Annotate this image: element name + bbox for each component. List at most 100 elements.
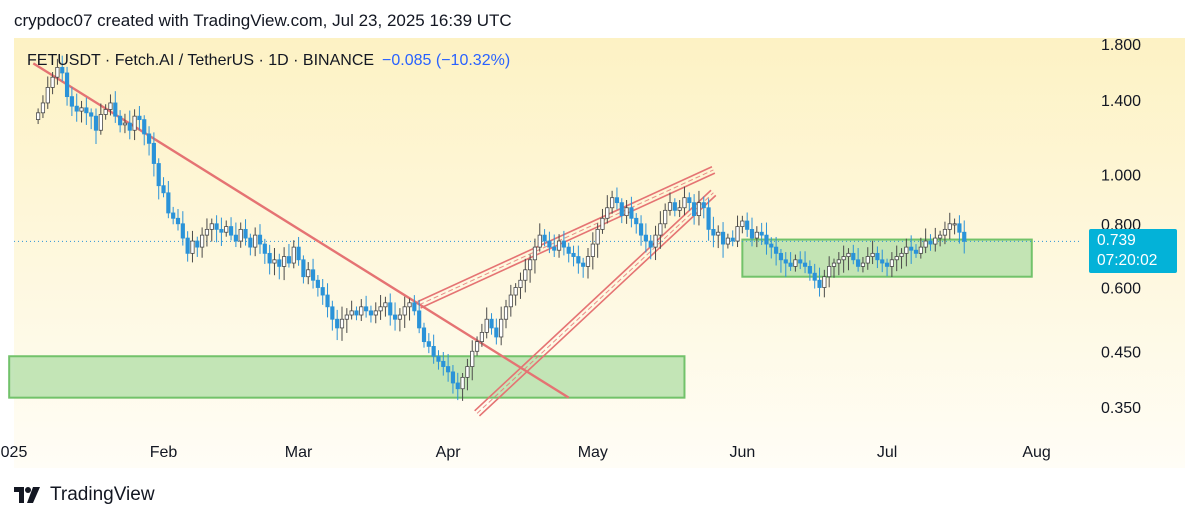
candle-body (807, 266, 812, 274)
candle-body (257, 234, 263, 245)
candle-body (629, 207, 634, 219)
candle-body (682, 197, 687, 209)
candle-body (532, 246, 538, 261)
candle (831, 258, 837, 278)
candle-body (870, 252, 875, 257)
candle (547, 231, 552, 254)
candle (436, 350, 441, 370)
candle-body (200, 234, 205, 248)
symbol-info: FETUSDT · Fetch.AI / TetherUS · 1D · BIN… (27, 52, 375, 69)
candle (725, 233, 730, 249)
candle (716, 225, 721, 249)
chart-caption: crypdoc07 created with TradingView.com, … (14, 11, 512, 30)
candle-body (209, 223, 214, 230)
candle-body (248, 237, 253, 248)
candle-body (214, 223, 219, 230)
candle (518, 272, 523, 299)
candle (585, 248, 591, 279)
candle (730, 230, 735, 247)
candle (648, 234, 653, 260)
candle-body (822, 276, 827, 288)
candle (783, 252, 788, 277)
x-tick-label: Apr (436, 444, 462, 461)
candle-body (233, 234, 238, 242)
candle (378, 295, 383, 320)
candle (421, 322, 427, 348)
candle (581, 257, 586, 278)
candle (156, 158, 161, 200)
candle-body (364, 306, 369, 312)
candle (938, 230, 943, 247)
candle (364, 295, 369, 318)
brand-name: TradingView (50, 484, 155, 505)
candle-body (542, 234, 547, 242)
candle (499, 306, 504, 346)
trendline (32, 62, 570, 399)
symbol-legend: FETUSDT · Fetch.AI / TetherUS · 1D · BIN… (27, 52, 510, 70)
candle-body (98, 114, 103, 131)
candle-body (836, 259, 841, 264)
candle (431, 334, 436, 364)
candle (310, 258, 316, 289)
candle-body (595, 228, 600, 245)
candle (146, 126, 152, 156)
candle-body (856, 259, 861, 267)
tradingview-branding[interactable]: TradingView (14, 484, 155, 506)
candle-body (851, 252, 856, 261)
candle (137, 106, 142, 131)
candle (460, 372, 465, 401)
candle (532, 238, 538, 274)
candle (827, 256, 832, 288)
candle-body (899, 252, 904, 257)
candle (185, 231, 190, 262)
candle-body (484, 318, 489, 333)
x-tick-label: Aug (1022, 444, 1050, 461)
candle (388, 293, 393, 326)
candle (257, 224, 263, 254)
candle (884, 258, 890, 277)
candle-body (528, 259, 533, 271)
candle (253, 227, 258, 257)
candle-body (667, 202, 673, 211)
price-change: −0.085 (−10.32%) (382, 52, 511, 69)
candle-body (798, 259, 803, 264)
candle-body (118, 115, 123, 126)
candle (629, 196, 634, 228)
candle-body (93, 115, 99, 131)
x-tick-label: Feb (150, 444, 178, 461)
candle-body (774, 246, 779, 254)
candle-body (788, 262, 793, 267)
candle (513, 283, 518, 306)
candle-body (407, 302, 412, 308)
candle (339, 306, 345, 341)
candle (175, 208, 181, 231)
candle-body (161, 185, 166, 194)
candle (957, 215, 962, 244)
candle-body (224, 226, 229, 233)
candle (417, 299, 422, 334)
candle (195, 236, 200, 257)
candle (643, 223, 648, 253)
candle-body (947, 223, 952, 230)
candle-body (880, 259, 885, 264)
candle (142, 115, 147, 146)
candle (267, 244, 272, 275)
candle (335, 309, 340, 341)
candle-body (286, 256, 292, 264)
candle (778, 248, 784, 273)
y-tick-label: 1.400 (1101, 93, 1141, 110)
candle-body (677, 207, 682, 211)
candle (214, 215, 219, 243)
candle-body (653, 234, 658, 248)
candle (793, 254, 798, 272)
candle-body (571, 252, 576, 257)
candle (325, 283, 330, 318)
candle (479, 323, 484, 347)
candle-body (142, 119, 147, 135)
candle-body (508, 294, 513, 308)
candle (84, 97, 89, 125)
trendline-edge (417, 166, 713, 303)
candle (446, 353, 451, 382)
candle (745, 212, 750, 237)
